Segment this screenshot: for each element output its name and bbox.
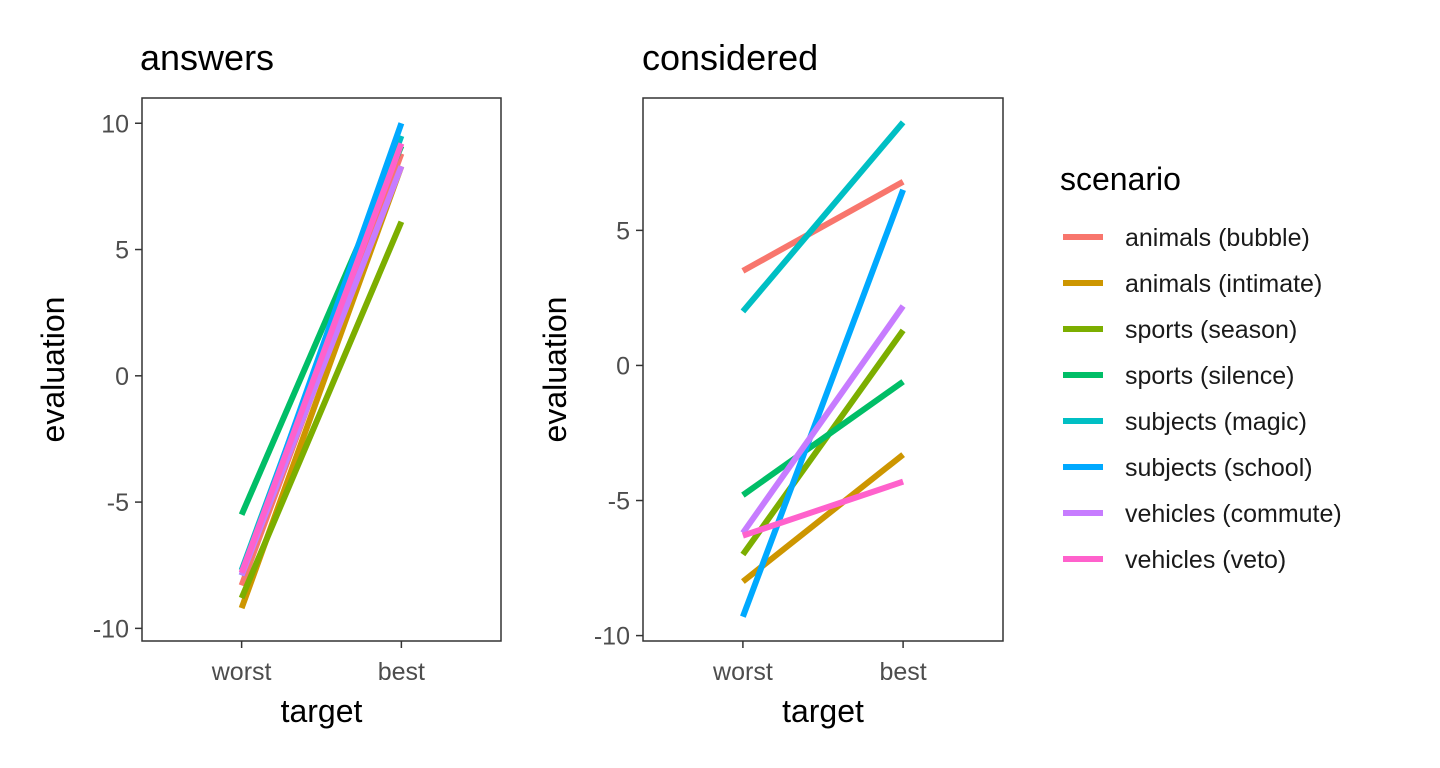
y-tick-label: -5	[107, 489, 129, 517]
legend-label-animals-bubble: animals (bubble)	[1125, 224, 1310, 252]
y-tick-label: 5	[616, 217, 630, 245]
series-line-vehicles-veto	[238, 142, 405, 574]
y-tick-label: 0	[616, 352, 630, 380]
x-tick-label: worst	[211, 658, 272, 686]
legend-label-sports-season: sports (season)	[1125, 316, 1297, 344]
y-tick-label: 10	[101, 110, 129, 138]
panel-answers: answers -10 -5 0 5 10 worst best target evaluatio…	[35, 37, 502, 729]
panel-title: answers	[140, 37, 274, 78]
legend-title: scenario	[1060, 161, 1181, 197]
plot-border	[642, 97, 1004, 642]
y-axis-title: evaluation	[35, 297, 71, 443]
legend-label-sports-silence: sports (silence)	[1125, 362, 1295, 390]
legend-label-vehicles-veto: vehicles (veto)	[1125, 546, 1286, 574]
x-tick-label: best	[879, 658, 926, 686]
panel-title: considered	[642, 37, 818, 78]
series-line-sports-season	[238, 220, 405, 600]
legend-label-subjects-magic: subjects (magic)	[1125, 408, 1307, 436]
series-line-sports-silence	[741, 379, 905, 498]
series-line-sports-season	[740, 328, 906, 557]
x-axis-title: target	[782, 693, 864, 729]
series-line-subjects-magic	[740, 120, 906, 314]
legend-label-vehicles-commute: vehicles (commute)	[1125, 500, 1342, 528]
legend-label-subjects-school: subjects (school)	[1125, 454, 1313, 482]
series-line-vehicles-commute	[740, 304, 906, 535]
x-tick-label: worst	[712, 658, 773, 686]
y-tick-label: 5	[115, 237, 129, 265]
x-axis-title: target	[281, 693, 363, 729]
series-line-vehicles-veto	[741, 478, 905, 539]
y-tick-label: 0	[115, 363, 129, 391]
legend-label-animals-intimate: animals (intimate)	[1125, 270, 1322, 298]
y-tick-label: -10	[594, 623, 630, 651]
x-tick-label: best	[378, 658, 425, 686]
y-axis-title: evaluation	[537, 297, 573, 443]
series-line-animals-bubble	[741, 179, 905, 274]
series-line-animals-intimate	[741, 452, 905, 584]
legend: scenario animals (bubble) animals (intimat…	[1060, 161, 1342, 574]
series-line-subjects-school	[740, 188, 906, 618]
panel-considered: considered -10 -5 0 5 worst best target evaluati…	[537, 37, 1004, 729]
y-tick-label: -10	[93, 615, 129, 643]
y-tick-label: -5	[608, 488, 630, 516]
